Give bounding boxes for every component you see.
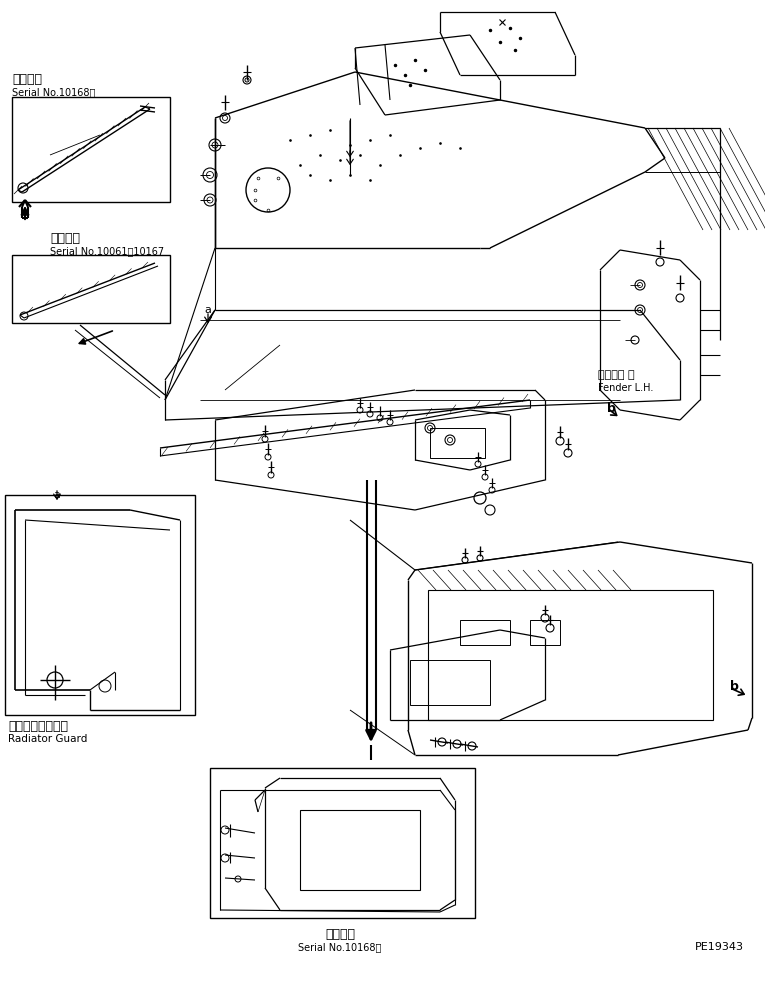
Text: Fender L.H.: Fender L.H. — [598, 383, 653, 393]
Text: 適用号機: 適用号機 — [50, 232, 80, 245]
Text: フェンダ 左: フェンダ 左 — [598, 370, 635, 380]
Bar — [12, 97, 170, 202]
Text: a: a — [54, 490, 60, 500]
Text: Serial No.10061～10167: Serial No.10061～10167 — [50, 246, 164, 256]
Bar — [460, 620, 510, 645]
Bar — [300, 810, 420, 890]
Text: Radiator Guard: Radiator Guard — [8, 734, 87, 744]
Text: ラジエータガード: ラジエータガード — [8, 720, 68, 733]
Text: Serial No.10168～: Serial No.10168～ — [12, 87, 96, 97]
Text: a: a — [204, 305, 211, 315]
Bar — [5, 495, 195, 715]
Bar — [12, 255, 170, 323]
Text: PE19343: PE19343 — [695, 942, 744, 952]
Text: 通用号機: 通用号機 — [12, 73, 42, 86]
Text: b: b — [730, 680, 739, 693]
Bar — [210, 768, 475, 918]
Bar — [410, 660, 490, 705]
Bar — [430, 428, 485, 458]
Bar — [530, 620, 560, 645]
Bar — [428, 590, 713, 720]
Text: 通用号機: 通用号機 — [325, 928, 355, 941]
Text: Serial No.10168～: Serial No.10168～ — [298, 942, 382, 952]
Text: b: b — [607, 402, 616, 415]
